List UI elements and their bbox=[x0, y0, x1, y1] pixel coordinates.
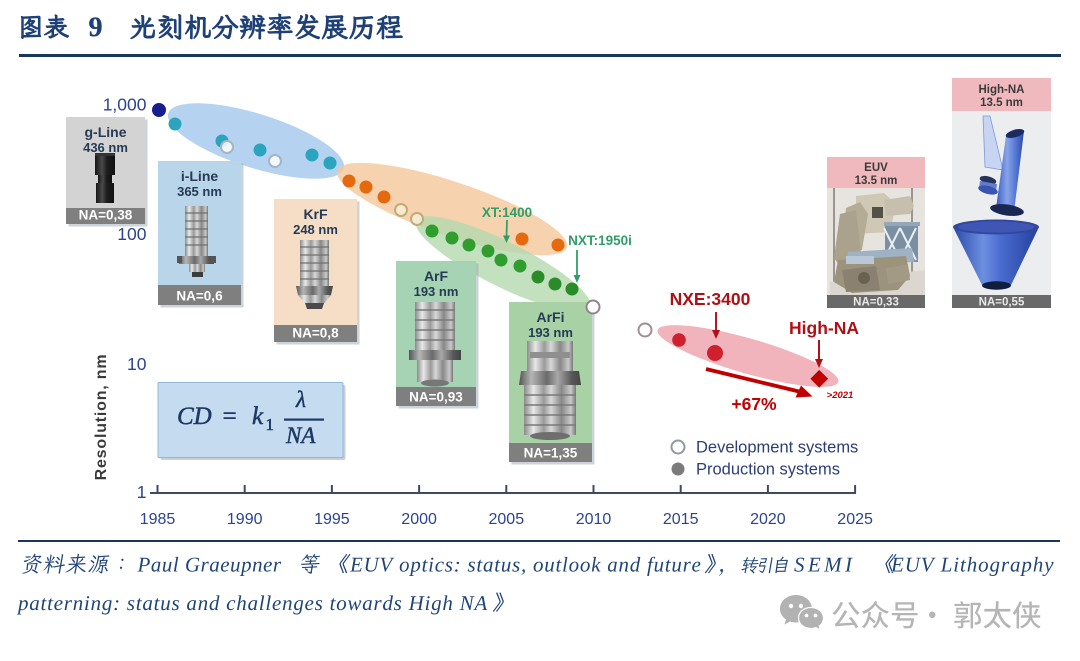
svg-text:2015: 2015 bbox=[663, 511, 699, 528]
svg-text:1985: 1985 bbox=[140, 511, 176, 528]
svg-text:XT:1400: XT:1400 bbox=[482, 205, 532, 220]
svg-text:193 nm: 193 nm bbox=[414, 284, 459, 299]
svg-text:1995: 1995 bbox=[314, 511, 350, 528]
svg-text:1: 1 bbox=[266, 415, 275, 434]
svg-text:λ: λ bbox=[295, 387, 306, 412]
svg-text:NA=0,8: NA=0,8 bbox=[292, 326, 339, 341]
svg-text:2025: 2025 bbox=[837, 511, 873, 528]
svg-text:Development systems: Development systems bbox=[696, 439, 858, 457]
svg-text:2005: 2005 bbox=[489, 511, 525, 528]
svg-text:EUV: EUV bbox=[864, 162, 888, 174]
svg-text:NA: NA bbox=[285, 423, 316, 448]
svg-text:+67%: +67% bbox=[731, 394, 777, 414]
svg-text:13.5 nm: 13.5 nm bbox=[855, 175, 898, 187]
svg-text:NA=1,35: NA=1,35 bbox=[524, 446, 578, 461]
svg-text:2020: 2020 bbox=[750, 511, 786, 528]
svg-text:NA=0,6: NA=0,6 bbox=[176, 289, 223, 304]
svg-text:NA=0,55: NA=0,55 bbox=[979, 297, 1025, 309]
svg-text:193 nm: 193 nm bbox=[528, 325, 573, 340]
svg-text:i-Line: i-Line bbox=[181, 168, 219, 184]
svg-text:Production systems: Production systems bbox=[696, 461, 840, 479]
svg-text:High-NA: High-NA bbox=[789, 318, 859, 338]
svg-text:High-NA: High-NA bbox=[979, 84, 1025, 96]
svg-text:1,000: 1,000 bbox=[103, 95, 147, 115]
svg-text:KrF: KrF bbox=[303, 206, 328, 222]
svg-text:2010: 2010 bbox=[576, 511, 612, 528]
svg-text:CD: CD bbox=[177, 403, 212, 430]
svg-text:=: = bbox=[221, 403, 238, 430]
svg-text:Resolution, nm: Resolution, nm bbox=[93, 354, 110, 481]
svg-text:2000: 2000 bbox=[401, 511, 437, 528]
svg-text:ArF: ArF bbox=[424, 268, 449, 284]
svg-text:k: k bbox=[252, 403, 264, 430]
svg-text:NA=0,38: NA=0,38 bbox=[79, 208, 133, 223]
svg-text:1: 1 bbox=[137, 482, 147, 502]
svg-text:NA=0,33: NA=0,33 bbox=[853, 297, 899, 309]
svg-text:100: 100 bbox=[117, 224, 146, 244]
svg-text:10: 10 bbox=[127, 354, 147, 374]
svg-text:436 nm: 436 nm bbox=[83, 140, 128, 155]
svg-text:248 nm: 248 nm bbox=[293, 222, 338, 237]
svg-text:NXE:3400: NXE:3400 bbox=[670, 289, 751, 309]
svg-text:NA=0,93: NA=0,93 bbox=[409, 390, 463, 405]
svg-text:13.5 nm: 13.5 nm bbox=[980, 97, 1023, 109]
svg-text:NXT:1950i: NXT:1950i bbox=[568, 233, 632, 248]
svg-text:ArFi: ArFi bbox=[537, 309, 565, 325]
svg-text:>2021: >2021 bbox=[827, 390, 854, 401]
svg-text:365 nm: 365 nm bbox=[177, 184, 222, 199]
svg-text:g-Line: g-Line bbox=[85, 124, 127, 140]
svg-text:1990: 1990 bbox=[227, 511, 263, 528]
